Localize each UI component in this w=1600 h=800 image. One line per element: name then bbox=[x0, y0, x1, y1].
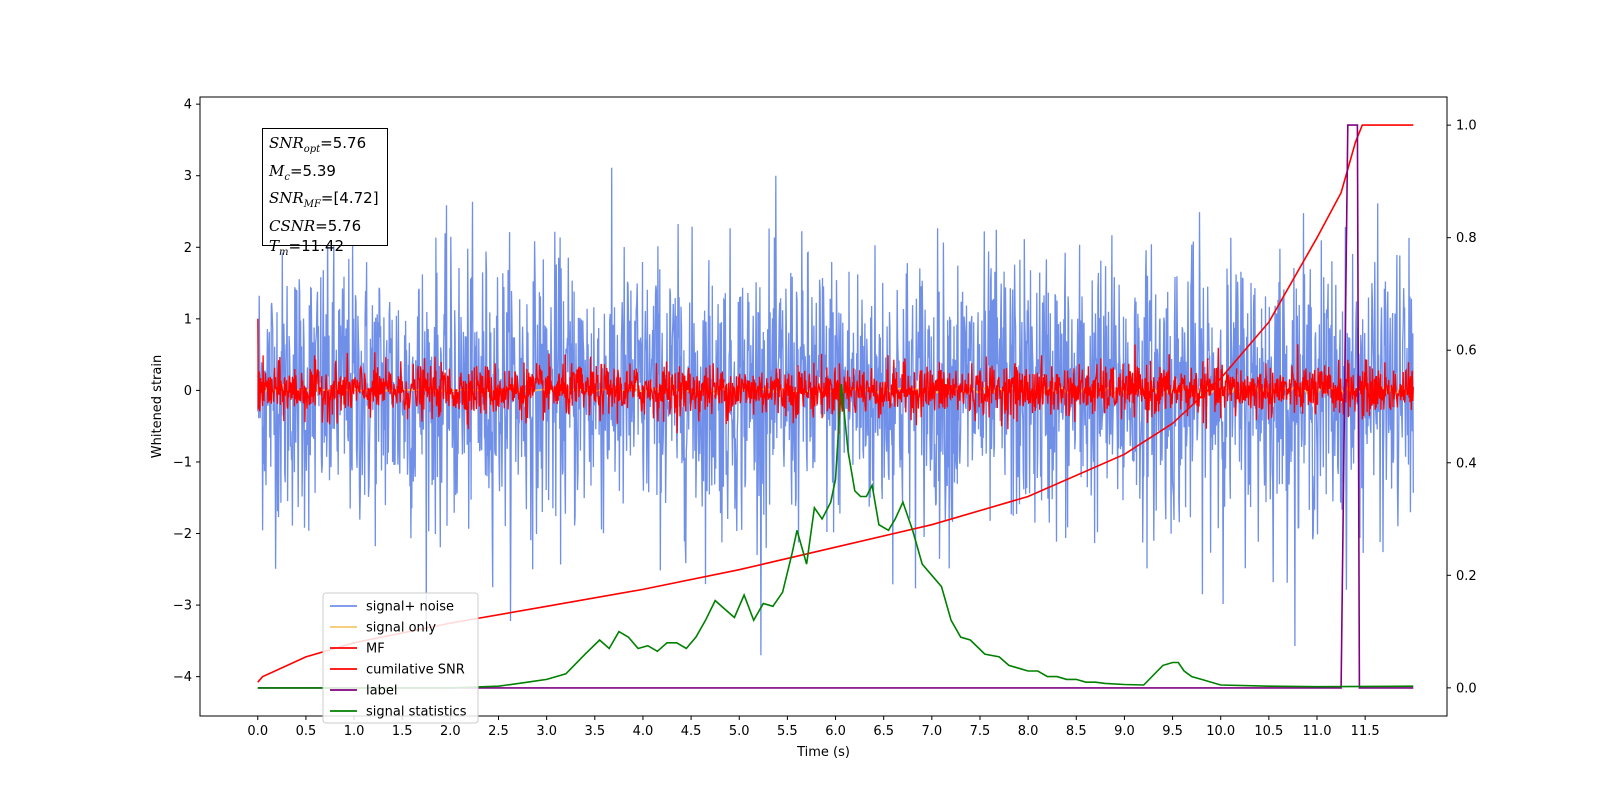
x-axis-label: Time (s) bbox=[796, 745, 850, 760]
y2-tick-label: 0.2 bbox=[1456, 569, 1477, 584]
x-tick-label: 2.0 bbox=[440, 724, 461, 739]
snr-opt-row: SNRopt=5.76 bbox=[269, 133, 381, 161]
tm-symbol: T bbox=[269, 237, 280, 255]
legend-entry-label: label bbox=[366, 684, 397, 699]
x-tick-label: 4.5 bbox=[681, 724, 702, 739]
x-tick-label: 9.0 bbox=[1114, 724, 1135, 739]
y-tick-label: −4 bbox=[173, 670, 192, 685]
series-label-line bbox=[257, 124, 1414, 689]
x-tick-label: 7.0 bbox=[921, 724, 942, 739]
x-axis: 0.0 0.5 1.0 1.5 2.0 2.5 3.0 3.5 4.0 4.5 5.0 5.5 6.0 6… bbox=[247, 716, 1380, 739]
tm-subscript: m bbox=[279, 247, 289, 258]
legend: signal+ noise signal only MF cumilative SNR… bbox=[322, 592, 479, 724]
mc-value: =5.39 bbox=[289, 161, 336, 180]
mc-row: Mc=5.39 bbox=[269, 161, 381, 189]
legend-frame bbox=[322, 592, 479, 724]
y2-tick-label: 0.6 bbox=[1456, 344, 1477, 359]
legend-entry-label: MF bbox=[366, 642, 385, 657]
tm-row: Tm=11.42 bbox=[269, 236, 381, 264]
legend-entry-label: signal statistics bbox=[366, 705, 467, 720]
snr-mf-subscript: MF bbox=[303, 199, 321, 210]
x-tick-label: 4.0 bbox=[633, 724, 654, 739]
y-axis-right: 1.0 0.8 0.6 0.4 0.2 0.0 bbox=[1447, 119, 1477, 696]
x-tick-label: 0.0 bbox=[247, 724, 268, 739]
csnr-value: =5.76 bbox=[315, 216, 362, 235]
x-tick-label: 0.5 bbox=[296, 724, 317, 739]
y-tick-label: 4 bbox=[184, 98, 192, 113]
tm-value: =11.42 bbox=[288, 237, 345, 255]
y-tick-label: −1 bbox=[173, 455, 192, 470]
y-axis-left: 4 3 2 1 0 −1 −2 −3 −4 bbox=[173, 98, 200, 685]
y-tick-label: 2 bbox=[184, 241, 192, 256]
x-tick-label: 3.0 bbox=[536, 724, 557, 739]
mc-symbol: M bbox=[269, 161, 285, 180]
y2-tick-label: 1.0 bbox=[1456, 119, 1477, 134]
x-tick-label: 1.0 bbox=[344, 724, 365, 739]
legend-entry-label: signal+ noise bbox=[366, 600, 454, 615]
x-tick-label: 7.5 bbox=[970, 724, 991, 739]
x-tick-label: 8.0 bbox=[1018, 724, 1039, 739]
y-tick-label: −3 bbox=[173, 599, 192, 614]
x-tick-label: 11.0 bbox=[1303, 724, 1332, 739]
snr-mf-symbol: SNR bbox=[269, 189, 304, 207]
snr-opt-subscript: opt bbox=[303, 144, 321, 155]
x-tick-label: 9.5 bbox=[1162, 724, 1183, 739]
x-tick-label: 5.5 bbox=[777, 724, 798, 739]
csnr-symbol: CSNR bbox=[269, 216, 316, 235]
mc-subscript: c bbox=[284, 171, 290, 183]
y-tick-label: −2 bbox=[173, 527, 192, 542]
y2-tick-label: 0.0 bbox=[1456, 681, 1477, 696]
x-tick-label: 5.0 bbox=[729, 724, 750, 739]
series-mf-line bbox=[257, 318, 1414, 435]
y-tick-label: 3 bbox=[184, 169, 192, 184]
series-signal-statistics-line bbox=[257, 383, 1414, 689]
y-tick-label: 1 bbox=[184, 312, 192, 327]
snr-opt-value: =5.76 bbox=[320, 134, 367, 152]
x-tick-label: 10.5 bbox=[1254, 724, 1283, 739]
stats-annotation-box: SNRopt=5.76 Mc=5.39 SNRMF=[4.72] CSNR=5.… bbox=[262, 128, 388, 258]
x-tick-label: 2.5 bbox=[488, 724, 509, 739]
y-tick-label: 0 bbox=[184, 384, 192, 399]
legend-entry-label: cumilative SNR bbox=[366, 663, 465, 678]
csnr-row: CSNR=5.76 bbox=[269, 216, 381, 237]
y2-tick-label: 0.4 bbox=[1456, 456, 1477, 471]
series-signal-noise-line bbox=[257, 167, 1414, 656]
axes-frame bbox=[199, 96, 1448, 717]
y2-tick-label: 0.8 bbox=[1456, 231, 1477, 246]
x-tick-label: 10.0 bbox=[1206, 724, 1235, 739]
x-tick-label: 6.5 bbox=[873, 724, 894, 739]
x-tick-label: 8.5 bbox=[1066, 724, 1087, 739]
x-tick-label: 11.5 bbox=[1351, 724, 1380, 739]
x-tick-label: 1.5 bbox=[392, 724, 413, 739]
snr-mf-row: SNRMF=[4.72] bbox=[269, 188, 381, 216]
snr-mf-value: =[4.72] bbox=[320, 189, 379, 207]
x-tick-label: 6.0 bbox=[825, 724, 846, 739]
legend-entry-label: signal only bbox=[366, 621, 436, 636]
y-axis-label: Whitened strain bbox=[150, 355, 165, 458]
x-tick-label: 3.5 bbox=[584, 724, 605, 739]
snr-opt-symbol: SNR bbox=[269, 134, 304, 152]
